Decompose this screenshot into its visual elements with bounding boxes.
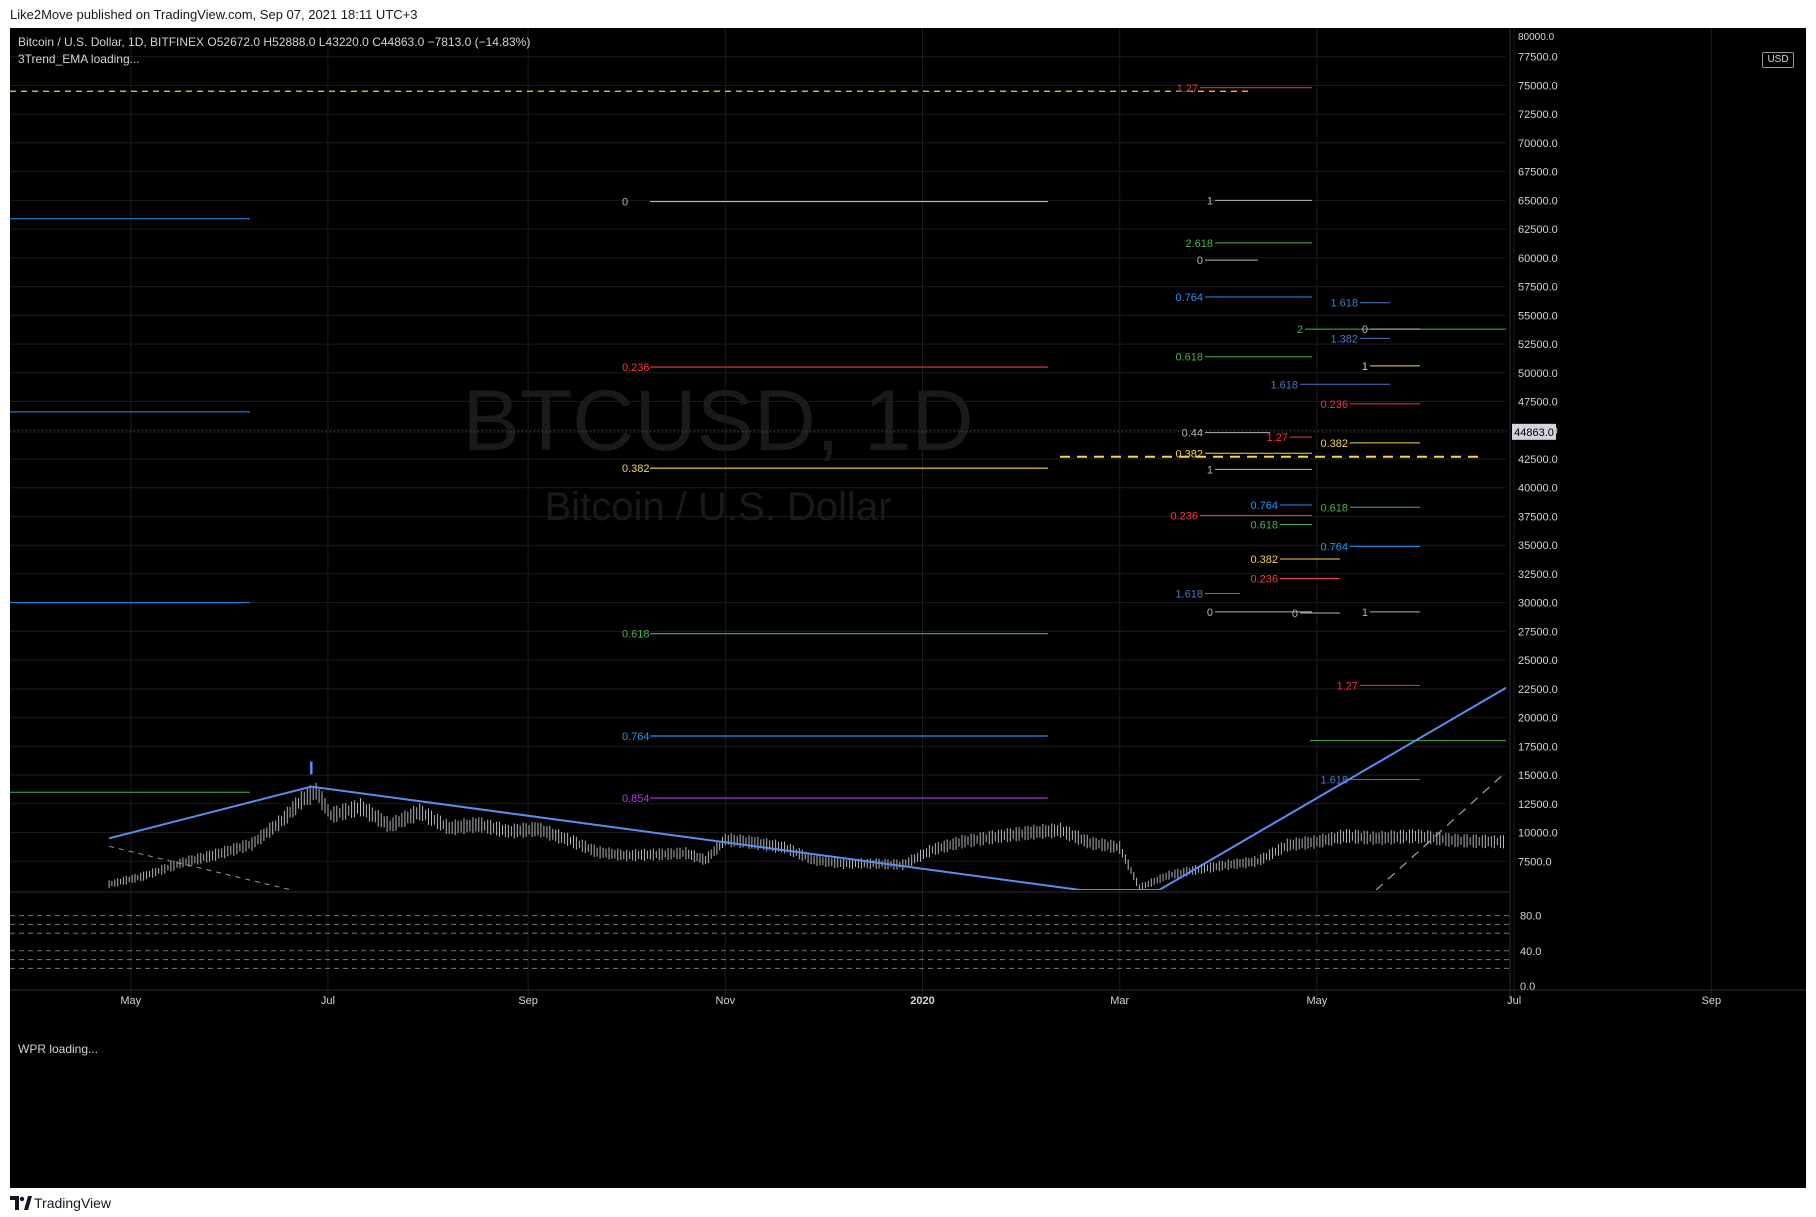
price-tick-label: 30000.0 — [1518, 598, 1558, 610]
fib-level-label: 0.236 — [1320, 399, 1348, 411]
publish-header: Like2Move published on TradingView.com, … — [0, 0, 1816, 28]
fib-level-label: 1.618 — [1320, 775, 1348, 787]
elliott-wave-path — [108, 686, 1506, 890]
price-tick-label: 60000.0 — [1518, 253, 1558, 265]
time-tick-label: Jul — [1507, 995, 1521, 1007]
fib-level-label: 1.618 — [1175, 588, 1203, 600]
fib-level-label: 0.382 — [1175, 448, 1203, 460]
dashed-trendline — [108, 845, 292, 890]
price-tick-label: 32500.0 — [1518, 569, 1558, 581]
chart-legend: Bitcoin / U.S. Dollar, 1D, BITFINEX O526… — [18, 34, 530, 68]
price-tick-label: 22500.0 — [1518, 684, 1558, 696]
fib-level-label: 1 — [1207, 464, 1213, 476]
fib-level-label: 0 — [1292, 608, 1298, 620]
price-chart[interactable]: BTCUSD, 1D Bitcoin / U.S. Dollar 0 0.236 0.3… — [10, 28, 1806, 1188]
price-tick-label: 65000.0 — [1518, 195, 1558, 207]
fib-level-label: 1.27 — [1337, 680, 1358, 692]
tradingview-logo-icon — [10, 1196, 32, 1210]
price-tick-label: 42500.0 — [1518, 454, 1558, 466]
price-tick-label: 50000.0 — [1518, 368, 1558, 380]
price-tick-label: 57500.0 — [1518, 282, 1558, 294]
fib-level-label: 0.764 — [1175, 292, 1203, 304]
time-tick-label: May — [120, 995, 141, 1007]
indicator-legend[interactable]: 3Trend_EMA loading... — [18, 52, 140, 66]
fib-level-label: 0 — [1207, 607, 1213, 619]
last-price-tag — [1512, 423, 1556, 440]
time-tick-label: Sep — [1702, 995, 1722, 1007]
fib-level-label: 0.236 — [1250, 574, 1278, 586]
price-tick-label: 12500.0 — [1518, 799, 1558, 811]
fib-level-label: 1 — [1362, 607, 1368, 619]
price-tick-label: 10000.0 — [1518, 828, 1558, 840]
price-tick-label: 7500.0 — [1518, 856, 1552, 868]
fib-level-label: 0 — [622, 197, 628, 209]
fib-level-label: 1.27 — [1177, 83, 1198, 95]
fib-level-label: 0.764 — [622, 731, 650, 743]
last-price-label: 44863.0 — [1514, 427, 1554, 439]
chart-panel[interactable] — [10, 28, 1806, 1188]
watermark-name: Bitcoin / U.S. Dollar — [545, 485, 892, 529]
wpr-tick-label: 0.0 — [1520, 981, 1535, 993]
fib-level-label: 1.618 — [1270, 379, 1298, 391]
fib-level-label: 0.618 — [1175, 352, 1203, 364]
time-tick-label: Jul — [321, 995, 335, 1007]
price-tick-label: 17500.0 — [1518, 741, 1558, 753]
price-tick-label: 52500.0 — [1518, 339, 1558, 351]
fib-level-label: 0.618 — [1250, 520, 1278, 532]
fib-level-label: 1 — [1362, 361, 1368, 373]
fib-level-label: 0.44 — [1182, 428, 1203, 440]
wpr-tick-label: 80.0 — [1520, 911, 1541, 923]
symbol-legend[interactable]: Bitcoin / U.S. Dollar, 1D, BITFINEX O526… — [18, 35, 531, 49]
fib-level-label: 2.618 — [1185, 238, 1213, 250]
fib-level-label: 0.854 — [622, 793, 650, 805]
fib-level-label: 1.27 — [1267, 432, 1288, 444]
price-tick-label: 25000.0 — [1518, 655, 1558, 667]
time-tick-label: Nov — [716, 995, 736, 1007]
fib-level-label: 0 — [1197, 255, 1203, 267]
fib-level-label: 0.382 — [1320, 438, 1348, 450]
footer: TradingView — [0, 1188, 1816, 1217]
price-tick-label: 62500.0 — [1518, 224, 1558, 236]
time-tick-label: Mar — [1110, 995, 1129, 1007]
price-tick-label: 77500.0 — [1518, 52, 1558, 64]
fib-level-label: 2 — [1297, 324, 1303, 336]
plot-layer — [10, 87, 1506, 890]
fib-level-label: 0.382 — [622, 463, 650, 475]
time-tick-label: 2020 — [910, 995, 934, 1007]
wpr-legend[interactable]: WPR loading... — [18, 1042, 99, 1056]
fib-level-label: 0.618 — [1320, 502, 1348, 514]
fib-level-label: 0.236 — [622, 362, 650, 374]
currency-badge[interactable]: USD — [1762, 52, 1794, 68]
wave-label: I — [309, 758, 314, 778]
price-tick-label: 67500.0 — [1518, 167, 1558, 179]
time-tick-label: Sep — [518, 995, 538, 1007]
fib-level-label: 0 — [1362, 324, 1368, 336]
price-tick-label: 70000.0 — [1518, 138, 1558, 150]
fib-level-label: 0.618 — [622, 629, 650, 641]
fib-level-label: 0.764 — [1250, 500, 1278, 512]
price-tick-label: 35000.0 — [1518, 540, 1558, 552]
footer-brand: TradingView — [34, 1195, 112, 1211]
price-tick-label: 20000.0 — [1518, 713, 1558, 725]
price-tick-label: 80000.0 — [1518, 32, 1555, 43]
price-tick-label: 47500.0 — [1518, 397, 1558, 409]
price-tick-label: 40000.0 — [1518, 483, 1558, 495]
time-tick-label: May — [1307, 995, 1328, 1007]
fib-level-label: 0.382 — [1250, 554, 1278, 566]
fib-level-label: 1.618 — [1330, 298, 1358, 310]
fib-level-label: 1 — [1207, 195, 1213, 207]
price-tick-label: 55000.0 — [1518, 310, 1558, 322]
wpr-tick-label: 40.0 — [1520, 946, 1541, 958]
price-tick-label: 37500.0 — [1518, 511, 1558, 523]
fib-level-label: 1.382 — [1330, 333, 1358, 345]
price-tick-label: 75000.0 — [1518, 80, 1558, 92]
price-tick-label: 27500.0 — [1518, 626, 1558, 638]
fib-level-label: 0.236 — [1170, 510, 1198, 522]
price-tick-label: 72500.0 — [1518, 109, 1558, 121]
publish-info: Like2Move published on TradingView.com, … — [10, 7, 418, 22]
fib-level-label: 0.764 — [1320, 541, 1348, 553]
price-candles — [108, 782, 1506, 890]
price-tick-label: 15000.0 — [1518, 770, 1558, 782]
watermark-symbol: BTCUSD, 1D — [462, 373, 973, 469]
